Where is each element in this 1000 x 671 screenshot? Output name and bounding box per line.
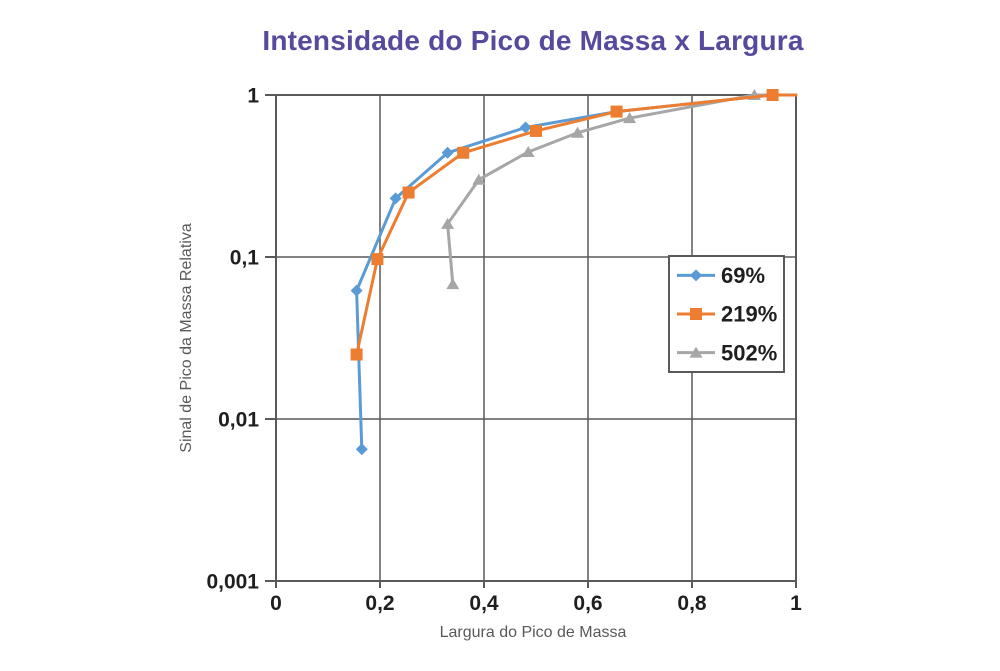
x-tick-label: 0,2 [365,592,394,615]
y-tick-label: 0,01 [218,408,259,431]
x-tick-label: 0,4 [469,592,499,615]
plot-frame [275,94,797,582]
x-tick-label: 0,8 [677,592,707,615]
legend-entry-69%: 69% [677,263,765,288]
tick-labels: 1 0,1 0,01 0,001 0 0,2 0,4 0,6 0,8 1 [206,84,802,615]
chart-title: Intensidade do Pico de Massa x Largura [262,25,804,56]
y-tick-label: 0,001 [206,570,259,593]
x-axis-title: Largura do Pico de Massa [439,624,627,641]
legend-entry-502%: 502% [677,340,777,365]
legend-label: 69% [721,263,765,288]
series-219% [350,89,798,361]
y-tick-label: 1 [247,84,259,107]
axis-ticks [265,94,797,588]
x-tick-label: 0 [270,592,282,615]
x-tick-label: 0,6 [573,592,602,615]
y-tick-label: 0,1 [230,246,260,269]
legend-label: 219% [721,302,777,327]
legend-label: 502% [721,340,777,365]
legend-entry-219%: 219% [677,302,777,327]
legend: 69% 219% 502% [668,255,785,373]
x-tick-label: 1 [790,592,802,615]
